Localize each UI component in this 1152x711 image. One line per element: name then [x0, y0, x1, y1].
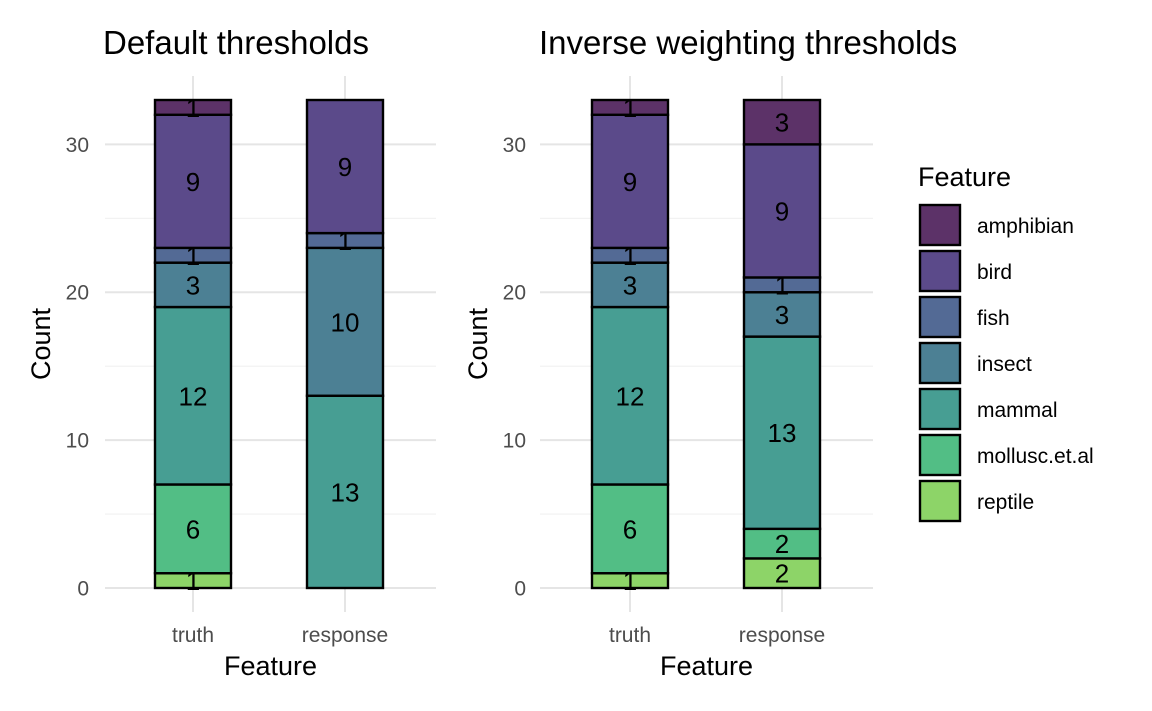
bar-value-label: 9 — [186, 167, 200, 197]
y-tick-label: 30 — [503, 134, 526, 157]
bar-segment-response-bird — [742, 143, 822, 279]
x-tick-label: response — [302, 624, 388, 647]
bar-value-label: 9 — [338, 152, 352, 182]
y-tick-label: 10 — [66, 430, 89, 453]
legend-item-insect: insect — [918, 341, 1032, 385]
bar-value-label: 10 — [331, 307, 360, 337]
chart-title: Inverse weighting thresholds — [539, 24, 957, 61]
legend-label: mammal — [977, 399, 1058, 422]
legend-swatch — [918, 433, 962, 477]
legend-item-mammal: mammal — [918, 387, 1058, 431]
bar-value-label: 1 — [623, 93, 637, 123]
bar-segment-truth-amphibian — [590, 98, 670, 116]
legend-item-bird: bird — [918, 249, 1012, 293]
y-tick-label: 0 — [514, 578, 526, 601]
legend: Feature amphibian bird fish insect mammal moll… — [918, 162, 1094, 523]
bar-value-label: 12 — [179, 381, 208, 411]
x-axis-title: Feature — [660, 651, 753, 681]
panel-default-thresholds: 010203016123191truth131019responseDefaul… — [26, 24, 436, 681]
x-tick-label: truth — [172, 624, 214, 647]
bar-value-label: 9 — [775, 196, 789, 226]
y-tick-label: 20 — [503, 282, 526, 305]
bar-segment-truth-mammal — [590, 305, 670, 486]
bar-value-label: 6 — [186, 514, 200, 544]
bar-segment-response-bird — [305, 98, 385, 235]
legend-item-fish: fish — [918, 295, 1010, 339]
x-tick-label: response — [739, 624, 825, 647]
x-axis-title: Feature — [224, 651, 317, 681]
legend-label: mollusc.et.al — [977, 445, 1094, 468]
bar-value-label: 3 — [186, 270, 200, 300]
bar-value-label: 13 — [768, 418, 797, 448]
bar-value-label: 9 — [623, 167, 637, 197]
bar-segment-truth-amphibian — [153, 98, 233, 116]
legend-swatch — [918, 249, 962, 293]
y-axis-title: Count — [26, 307, 56, 380]
bar-value-label: 1 — [186, 93, 200, 123]
bar-segment-response-amphibian — [742, 98, 822, 146]
legend-label: fish — [977, 307, 1010, 330]
bar-value-label: 2 — [775, 559, 789, 589]
legend-item-reptile: reptile — [918, 479, 1034, 523]
legend-label: bird — [977, 261, 1012, 284]
bar-segment-response-reptile — [742, 557, 822, 590]
legend-swatch — [918, 479, 962, 523]
x-tick-label: truth — [609, 624, 651, 647]
y-axis-title: Count — [463, 307, 493, 380]
legend-swatch — [918, 295, 962, 339]
bar-value-label: 3 — [775, 300, 789, 330]
legend-label: amphibian — [977, 215, 1074, 238]
bar-value-label: 13 — [331, 477, 360, 507]
legend-item-mollusc-et-al: mollusc.et.al — [918, 433, 1094, 477]
bar-segment-truth-mollusc-et-al — [590, 483, 670, 575]
bar-segment-truth-bird — [590, 113, 670, 250]
legend-swatch — [918, 341, 962, 385]
legend-label: reptile — [977, 491, 1034, 514]
bar-value-label: 3 — [623, 270, 637, 300]
y-tick-label: 0 — [77, 578, 89, 601]
panel-inverse-weighting-thresholds: 010203016123191truth22133193responseInve… — [463, 24, 957, 681]
bar-value-label: 2 — [775, 529, 789, 559]
y-tick-label: 10 — [503, 430, 526, 453]
bar-value-label: 12 — [616, 381, 645, 411]
legend-label: insect — [977, 353, 1032, 376]
legend-swatch — [918, 203, 962, 247]
bar-segment-truth-bird — [153, 113, 233, 250]
y-tick-label: 30 — [66, 134, 89, 157]
bar-segment-truth-insect — [590, 261, 670, 309]
legend-item-amphibian: amphibian — [918, 203, 1074, 247]
y-tick-label: 20 — [66, 282, 89, 305]
bar-value-label: 6 — [623, 514, 637, 544]
legend-title: Feature — [918, 162, 1011, 192]
bar-value-label: 3 — [775, 108, 789, 138]
bar-segment-response-mammal — [305, 394, 385, 590]
chart-title: Default thresholds — [103, 24, 369, 61]
bar-segment-response-mammal — [742, 335, 822, 531]
legend-swatch — [918, 387, 962, 431]
